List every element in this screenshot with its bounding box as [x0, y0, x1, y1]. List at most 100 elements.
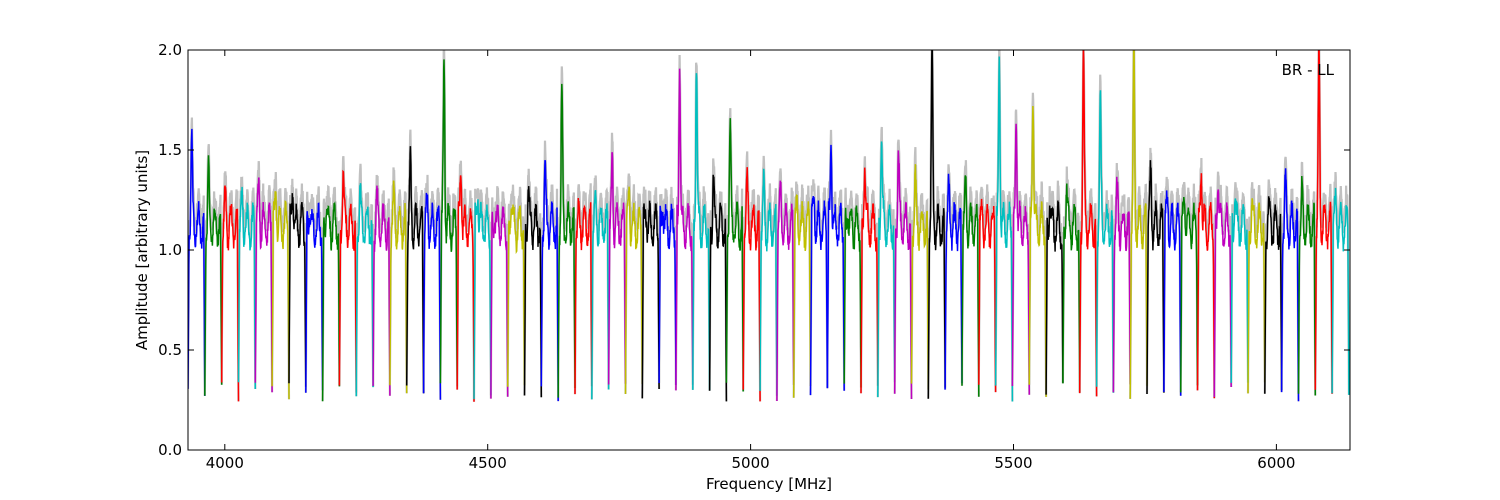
band-line	[927, 50, 946, 399]
band-line	[792, 193, 812, 398]
band-line	[389, 180, 408, 394]
band-line	[1213, 189, 1232, 398]
y-tick-label: 1.5	[158, 141, 182, 159]
background-trace	[1162, 176, 1182, 396]
band-series	[188, 50, 1350, 402]
y-tick-label: 0.5	[158, 341, 182, 359]
band-line	[321, 201, 341, 402]
band-line	[523, 186, 543, 398]
background-trace	[456, 160, 476, 402]
background-trace	[1179, 181, 1199, 393]
band-line	[288, 193, 307, 387]
plot-frame	[187, 49, 1351, 451]
band-line	[1196, 173, 1216, 399]
band-line	[1045, 200, 1064, 395]
band-line	[439, 59, 458, 387]
band-line	[624, 186, 644, 395]
band-line	[843, 205, 862, 388]
band-line	[355, 183, 374, 397]
background-trace	[287, 178, 307, 387]
band-line	[1112, 176, 1131, 393]
band-line	[591, 190, 610, 400]
band-line	[1280, 168, 1300, 402]
band-line	[641, 200, 660, 399]
band-line	[372, 185, 391, 396]
band-line	[961, 175, 980, 397]
band-line	[422, 192, 442, 400]
band-line	[305, 202, 324, 393]
band-line	[826, 144, 845, 391]
band-line	[893, 150, 913, 400]
band-line	[574, 197, 593, 395]
band-line	[1146, 160, 1165, 395]
band-line	[1095, 90, 1115, 393]
background-trace	[220, 171, 240, 402]
band-line	[271, 191, 290, 400]
band-line	[725, 118, 744, 392]
y-tick-label: 0.0	[158, 441, 182, 459]
band-line	[204, 155, 223, 396]
x-tick-label: 6000	[1257, 454, 1295, 472]
background-trace	[254, 160, 274, 393]
band-line	[692, 73, 711, 391]
x-tick-label: 5500	[994, 454, 1032, 472]
y-axis-label: Amplitude [arbitrary units]	[133, 150, 151, 350]
band-line	[877, 141, 896, 398]
band-line	[456, 175, 475, 402]
band-line	[1297, 175, 1317, 396]
band-line	[1028, 105, 1047, 397]
x-tick-label: 4500	[469, 454, 507, 472]
plot-background	[188, 50, 1350, 450]
band-line	[1011, 123, 1031, 395]
band-line	[237, 186, 257, 390]
band-line	[860, 167, 879, 394]
band-line	[220, 185, 240, 402]
band-line	[254, 177, 273, 393]
band-line	[1314, 50, 1333, 394]
band-line	[506, 204, 526, 387]
background-trace	[843, 187, 863, 388]
chart-annotation: BR - LL	[1282, 61, 1335, 79]
band-line	[809, 195, 829, 396]
background-trace	[960, 160, 980, 397]
band-line	[338, 169, 358, 393]
band-line	[978, 198, 997, 393]
band-line	[1331, 187, 1350, 395]
x-tick-label: 4000	[206, 454, 244, 472]
band-line	[759, 168, 778, 396]
band-line	[1179, 196, 1199, 393]
band-line	[675, 68, 694, 391]
band-line	[1264, 196, 1283, 394]
band-line	[1247, 198, 1266, 394]
band-line	[473, 199, 492, 400]
background-trace	[977, 184, 997, 393]
band-line	[1078, 50, 1098, 397]
band-line	[188, 128, 206, 396]
background-trace	[792, 181, 812, 398]
band-line	[1062, 183, 1081, 393]
band-line	[742, 167, 761, 402]
y-tick-label: 2.0	[158, 41, 182, 59]
band-line	[490, 204, 509, 399]
band-line	[994, 56, 1014, 402]
band-line	[910, 164, 930, 390]
band-line	[1129, 50, 1148, 399]
background-trace	[624, 173, 644, 395]
y-tick-label: 1.0	[158, 241, 182, 259]
band-line	[1230, 198, 1249, 383]
band-line	[405, 146, 425, 394]
band-line	[776, 180, 795, 402]
x-tick-label: 5000	[732, 454, 770, 472]
band-line	[708, 174, 728, 402]
band-line	[944, 173, 963, 390]
band-line	[658, 203, 677, 386]
band-line	[540, 159, 559, 402]
background-trace	[237, 176, 257, 390]
band-line	[1163, 190, 1182, 396]
axis-ticks: 4000 4500 5000 5500 6000 0.0 0.5 1.0 1.5 2.0	[158, 41, 1350, 472]
band-line	[557, 83, 576, 398]
background-trace	[590, 175, 610, 400]
x-axis-label: Frequency [MHz]	[706, 475, 832, 493]
band-line	[607, 152, 627, 385]
